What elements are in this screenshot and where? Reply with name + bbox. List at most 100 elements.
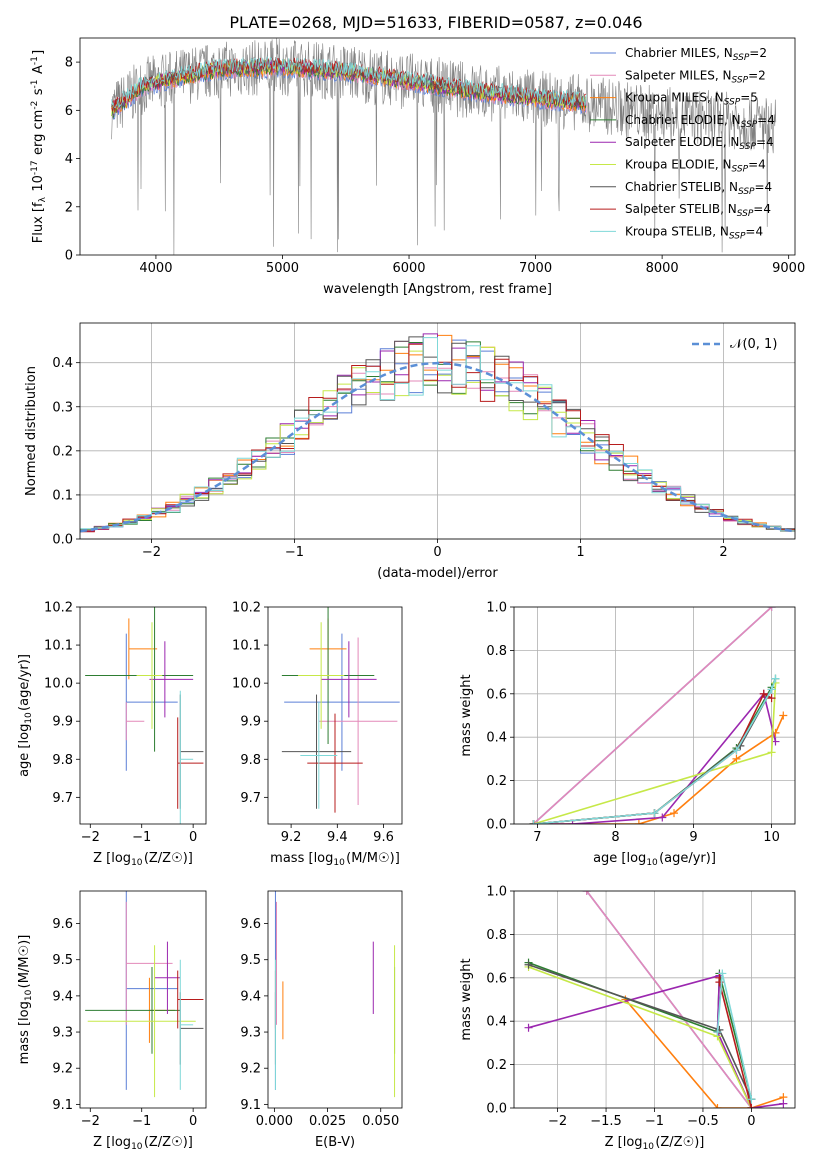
x-tick-label: 0.000 (256, 1114, 293, 1129)
weight-marker-8 (767, 685, 776, 694)
panel-mass-vs-Z: −2 −1 0 9.1 9.2 9.3 9.4 9.5 9.6 Z [log10 (Z/Z☉)] m… (17, 890, 207, 1152)
y-tick-label: 9.1 (240, 1098, 261, 1113)
x-tick-label: 10 (763, 830, 780, 845)
x-tick-label: 0.050 (362, 1114, 399, 1129)
plot-area (529, 607, 788, 824)
x-tick-label: 5000 (266, 261, 299, 276)
legend-label: Kroupa ELODIE, NSSP=4 (625, 158, 766, 175)
x-axis-label: Z [log10 (Z/Z☉)] (93, 1135, 193, 1152)
y-tick-label: 9.6 (52, 917, 73, 932)
x-tick-label: −2 (548, 1114, 567, 1129)
weight-line-2 (533, 715, 785, 824)
y-tick-label: 9.7 (240, 791, 261, 806)
x-tick-label: −1.5 (590, 1114, 622, 1129)
plot-area (274, 891, 396, 1098)
y-tick-label: 10.0 (44, 677, 73, 692)
y-tick-label: 0.2 (486, 774, 507, 789)
y-axis-label: age [log10 (age/yr)] (17, 654, 34, 777)
x-axis-label: Z [log10 (Z/Z☉)] (93, 851, 193, 868)
weight-line-4 (528, 974, 784, 1108)
model-spectrum-8 (111, 56, 587, 109)
x-axis-label: age [log10 (age/yr)] (593, 851, 716, 868)
y-tick-label: 1.0 (486, 601, 507, 616)
weight-line-5 (533, 682, 777, 824)
x-tick-label: 8000 (646, 261, 679, 276)
weight-marker-7 (759, 689, 768, 698)
panel-mass-vs-EBV: 0.000 0.025 0.050 9.1 9.2 9.3 9.4 9.5 9.6 E(B-V) (240, 890, 403, 1150)
panel-weight-vs-Z: −2 −1.5 −1 −0.5 0 0.0 0.2 0.4 0.6 0.8 1.0 Z [log10 … (459, 885, 796, 1152)
axes-frame (513, 606, 796, 825)
axes-frame (513, 890, 796, 1109)
y-tick-label: 0.4 (52, 356, 73, 371)
legend-label: Salpeter ELODIE, NSSP=4 (625, 135, 774, 152)
plot-area (80, 333, 795, 533)
y-tick-label: 0.1 (52, 488, 73, 503)
y-tick-label: 0.0 (486, 818, 507, 833)
x-tick-label: 0 (189, 1114, 197, 1129)
y-tick-label: 0 (65, 249, 73, 264)
x-tick-label: 0 (189, 830, 197, 845)
y-tick-label: 0.0 (52, 533, 73, 548)
weight-line-2 (624, 998, 784, 1108)
x-tick-label: −2 (142, 545, 161, 560)
y-tick-label: 10.1 (44, 639, 73, 654)
y-tick-label: 9.4 (52, 989, 73, 1004)
x-tick-label: 4000 (139, 261, 172, 276)
y-axis-label: mass [log10 (M/M☉)] (17, 935, 34, 1065)
y-tick-label: 0.6 (486, 971, 507, 986)
y-axis-label: Normed distribution (24, 366, 39, 496)
weight-line-7 (718, 977, 753, 1108)
axes-frame (79, 322, 796, 540)
x-axis-label: (data-model)/error (377, 566, 498, 581)
weight-marker-8 (732, 746, 741, 755)
x-tick-label: 1 (576, 545, 584, 560)
weight-line-8 (533, 678, 777, 824)
weight-marker-6 (524, 960, 533, 969)
x-tick-label: −1 (132, 830, 151, 845)
panel-age-vs-Z: −2 −1 0 9.7 9.8 9.9 10.0 10.1 10.2 Z [log10 (Z/Z☉… (17, 601, 207, 868)
weight-marker-7 (747, 1104, 756, 1108)
y-tick-label: 9.1 (52, 1098, 73, 1113)
weight-marker-5 (767, 748, 776, 757)
y-tick-label: 9.2 (52, 1062, 73, 1077)
x-tick-label: 7000 (519, 261, 552, 276)
plot-area (85, 891, 204, 1098)
panel-spectrum: 4000 5000 6000 7000 8000 9000 0 2 4 6 8 wavelength … (30, 37, 805, 297)
panel-age-vs-mass: 9.2 9.4 9.6 9.7 9.8 9.9 10.0 10.1 10.2 mass [log1… (232, 601, 403, 868)
y-tick-label: 0.0 (486, 1102, 507, 1117)
x-tick-label: −2 (81, 830, 100, 845)
gaussian-curve (80, 361, 795, 533)
weight-marker-8 (713, 1028, 722, 1037)
y-tick-label: 0.4 (486, 1015, 507, 1030)
y-tick-label: 0.6 (486, 687, 507, 702)
y-tick-label: 9.9 (240, 715, 261, 730)
weight-marker-2 (779, 711, 788, 720)
y-tick-label: 8 (65, 56, 73, 71)
x-tick-label: 9.6 (373, 830, 394, 845)
x-tick-label: 0 (433, 545, 441, 560)
x-tick-label: 6000 (392, 261, 425, 276)
y-tick-label: 10.0 (232, 677, 261, 692)
y-tick-label: 6 (65, 104, 73, 119)
x-tick-label: 9.4 (327, 830, 348, 845)
y-tick-label: 0.2 (52, 444, 73, 459)
y-tick-label: 9.8 (240, 753, 261, 768)
y-tick-label: 4 (65, 152, 73, 167)
weight-marker-4 (568, 820, 577, 824)
panel-weight-vs-age: 7 8 9 10 0.0 0.2 0.4 0.6 0.8 1.0 age [log10 (age/y… (459, 601, 796, 868)
plot-area (524, 891, 788, 1108)
panel-residuals: −2 −1 0 1 2 0.0 0.1 0.2 0.3 0.4 (data-model)/error… (24, 322, 796, 581)
x-tick-label: 0 (747, 1114, 755, 1129)
x-tick-label: 2 (719, 545, 727, 560)
weight-marker-4 (658, 813, 667, 822)
weight-marker-1 (582, 891, 591, 895)
y-tick-label: 0.3 (52, 400, 73, 415)
x-tick-label: 0.025 (309, 1114, 346, 1129)
y-tick-label: 9.3 (240, 1026, 261, 1041)
plot-area (281, 607, 400, 813)
residual-histogram-8 (80, 337, 795, 532)
weight-marker-4 (779, 1099, 788, 1108)
y-tick-label: 0.4 (486, 731, 507, 746)
x-tick-label: 8 (611, 830, 619, 845)
